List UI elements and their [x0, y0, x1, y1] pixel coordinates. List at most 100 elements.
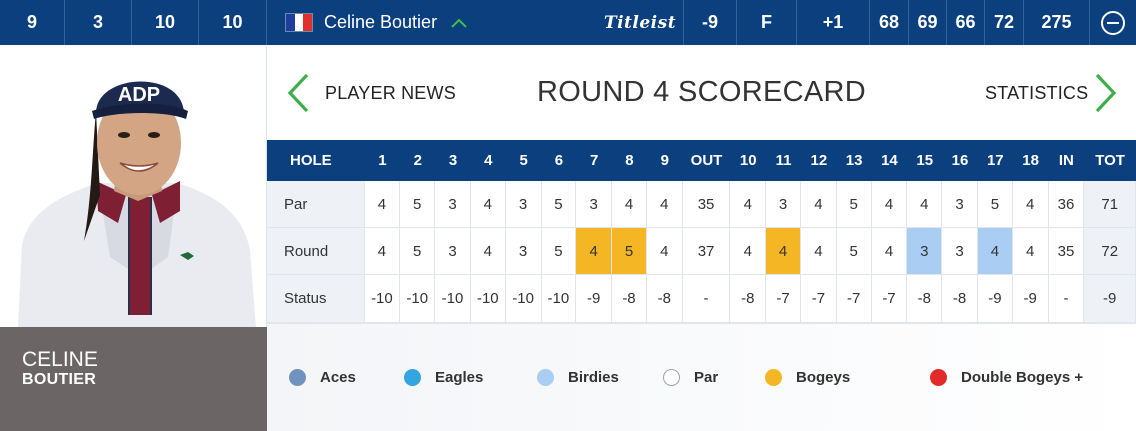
legend-item: Double Bogeys +	[930, 369, 1083, 386]
round-cell: 4	[801, 228, 837, 274]
chevron-left-icon[interactable]	[285, 72, 311, 114]
round-cell: 4	[872, 228, 908, 274]
status-row: Status -10 -10 -10 -10 -10 -10 -9 -8 -8- -8 -7 -7 -7-…	[267, 275, 1136, 323]
status-cell: -8	[647, 275, 683, 322]
status-cell: -9	[576, 275, 613, 322]
round-cell: 5	[400, 228, 436, 274]
stat-cell: 3	[65, 0, 132, 45]
legend-label: Bogeys	[796, 369, 851, 386]
statistics-link[interactable]: STATISTICS	[985, 83, 1089, 103]
leaderboard-row[interactable]: 9 3 10 10 Celine Boutier Titleist -9 F +…	[0, 0, 1136, 45]
legend-label: Aces	[320, 369, 356, 386]
par-cell: 5	[837, 181, 872, 227]
round-cell: 4	[647, 228, 683, 274]
player-toggle[interactable]: Celine Boutier	[267, 0, 597, 45]
round-label: Round	[267, 228, 365, 274]
hole-number: 11	[775, 152, 792, 169]
hole-number: 7	[590, 152, 599, 169]
scorecard-header: PLAYER NEWS ROUND 4 SCORECARD STATISTICS	[267, 45, 1136, 140]
hole-number: 18	[1022, 152, 1039, 169]
par-cell: 4	[730, 181, 767, 227]
par-cell: 4	[1013, 181, 1049, 227]
legend-label: Eagles	[435, 369, 484, 386]
player-last-name: BOUTIER	[22, 371, 97, 388]
round-cell: 4	[977, 228, 1013, 274]
status-cell: -7	[872, 275, 908, 322]
par-cell: 3	[576, 181, 613, 227]
hole-number: 1	[378, 152, 387, 169]
par-cell: 3	[435, 181, 471, 227]
player-photo: ADP	[0, 45, 267, 327]
minus-circle-icon	[1101, 10, 1125, 35]
par-cell: 35	[683, 181, 731, 227]
stat-cell: 9	[0, 0, 65, 45]
hole-number: OUT	[690, 152, 723, 169]
round-cell: 3	[907, 228, 943, 274]
status-cell: -9	[1084, 275, 1136, 322]
round-1-score: 68	[870, 0, 909, 45]
status-cell: -	[1049, 275, 1085, 322]
hole-number: 2	[413, 152, 422, 169]
hole-number: 9	[660, 152, 669, 169]
status-cell: -	[683, 275, 731, 322]
player-name: Celine Boutier	[324, 12, 438, 32]
par-cell: 4	[612, 181, 647, 227]
legend-item: Birdies	[537, 369, 619, 386]
round-4-score: 72	[985, 0, 1024, 45]
round-cell: 3	[435, 228, 471, 274]
chevron-up-icon	[451, 18, 467, 28]
par-cell: 36	[1049, 181, 1085, 227]
legend-item: Bogeys	[765, 369, 850, 386]
hole-number: 13	[845, 152, 863, 169]
par-cell: 5	[978, 181, 1013, 227]
round-cell: 5	[837, 228, 872, 274]
round-cell: 4	[1013, 228, 1049, 274]
to-par: -9	[684, 0, 737, 45]
collapse-button[interactable]	[1090, 0, 1136, 45]
legend-item: Par	[663, 369, 718, 386]
brand-logo: Titleist	[597, 0, 684, 45]
round-cell: 35	[1049, 228, 1085, 274]
stat-cell: 10	[132, 0, 199, 45]
round-cell: 37	[683, 228, 731, 274]
status-cell: -8	[730, 275, 767, 322]
par-cell: 4	[872, 181, 908, 227]
status-cell: -10	[400, 275, 436, 322]
round-cell: 5	[612, 228, 647, 274]
player-news-link[interactable]: PLAYER NEWS	[325, 83, 456, 103]
hole-number: 6	[554, 152, 564, 169]
status-cell: -10	[542, 275, 577, 322]
hole-number: 3	[448, 152, 458, 169]
status-cell: -10	[365, 275, 401, 322]
status-cell: -9	[1013, 275, 1049, 322]
par-cell: 5	[400, 181, 436, 227]
status-cell: -10	[471, 275, 506, 322]
brand-text: Titleist	[603, 12, 677, 33]
legend-dot-icon	[930, 369, 947, 386]
legend-dot-icon	[765, 369, 782, 386]
round-cell: 4	[365, 228, 401, 274]
hole-number: 5	[519, 152, 528, 169]
status-cell: -8	[942, 275, 978, 322]
chevron-right-icon[interactable]	[1093, 72, 1119, 114]
par-cell: 5	[542, 181, 577, 227]
status-cell: -7	[837, 275, 872, 322]
legend-item: Aces	[289, 369, 356, 386]
par-cell: 3	[942, 181, 978, 227]
hole-number: IN	[1058, 152, 1074, 169]
legend-dot-icon	[663, 369, 680, 386]
par-label: Par	[267, 181, 365, 227]
status-cell: -7	[766, 275, 801, 322]
legend-item: Eagles	[404, 369, 483, 386]
legend-dot-icon	[289, 369, 306, 386]
hole-number: 12	[810, 152, 828, 169]
round-3-score: 66	[947, 0, 985, 45]
hole-number: 17	[986, 152, 1004, 169]
cap-logo: ADP	[118, 84, 160, 106]
round-2-score: 69	[909, 0, 947, 45]
scorecard-header-row: HOLE 1 2 3 4 5 6 7 8 9 OUT 10 11 12 13 14 15 16 17 18 IN TOT	[267, 140, 1136, 181]
status-cell: -7	[801, 275, 837, 322]
round-cell: 3	[506, 228, 542, 274]
status-cell: -8	[612, 275, 647, 322]
total-score: 275	[1024, 0, 1090, 45]
